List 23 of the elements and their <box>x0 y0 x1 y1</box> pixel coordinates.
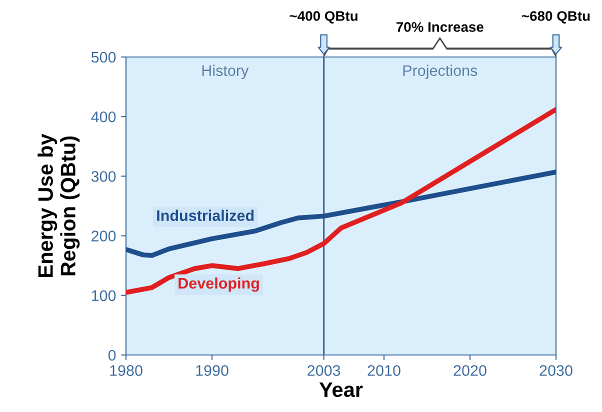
y-tick-label: 500 <box>91 52 116 63</box>
series-label: Industrialized <box>157 210 254 221</box>
y-tick-label: 200 <box>92 230 116 242</box>
series-label: Developing <box>178 277 259 292</box>
annotation: ~400 QBtu <box>290 11 358 24</box>
x-tick-label: 2030 <box>540 365 572 376</box>
y-tick-label: 300 <box>91 171 116 182</box>
band-label: History <box>202 64 249 80</box>
x-tick-label: 2003 <box>308 365 340 376</box>
band-label: Projections <box>403 64 478 80</box>
y-tick-label: 100 <box>92 290 116 302</box>
annotation: ~680 QBtu <box>522 11 590 24</box>
line-series <box>126 107 556 295</box>
x-axis-title: Year <box>319 382 363 398</box>
y-tick-label: 0 <box>108 350 116 361</box>
text: 70% Increase <box>396 22 484 32</box>
x-tick-label: 1980 <box>110 365 142 376</box>
x-tick-label: 1990 <box>196 365 228 376</box>
y-tick-label: 400 <box>91 111 116 122</box>
y-axis-title: Energy Use by Region (QBtu) <box>38 134 80 277</box>
x-tick-label: 2010 <box>368 365 400 376</box>
x-tick-label: 2020 <box>454 365 486 376</box>
line-series <box>126 170 556 258</box>
